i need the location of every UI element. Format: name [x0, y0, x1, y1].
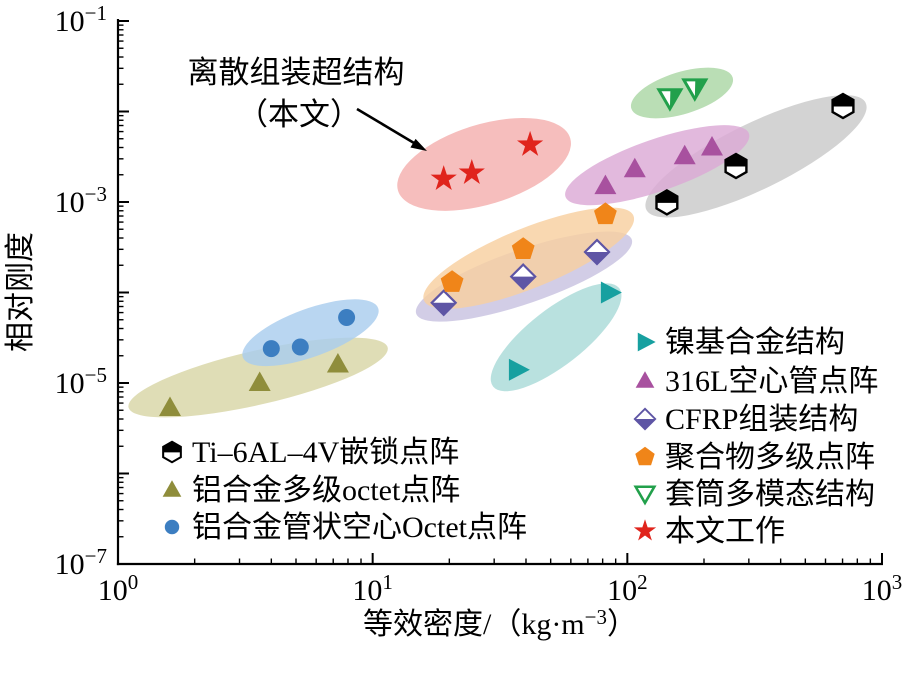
data-point-sleeve-multimodal-structure — [656, 88, 684, 112]
cluster-ellipse-this-work — [397, 117, 571, 211]
x-tick-label: 100 — [98, 570, 139, 607]
legend-label-ti64-interlocking-lattice: Ti–6AL–4V嵌锁点阵 — [192, 436, 459, 469]
legend-item-nickel-alloy-structure: 镍基合金结构 — [637, 326, 845, 359]
legend-item-this-work: 本文工作 — [633, 515, 785, 548]
legend-label-sleeve-multimodal-structure: 套筒多模态结构 — [665, 478, 875, 511]
legend-item-sleeve-multimodal-structure: 套筒多模态结构 — [633, 478, 875, 511]
data-point-nickel-alloy-structure — [600, 281, 622, 304]
data-point-ti64-interlocking-lattice — [724, 152, 748, 180]
annotation-line1: 离散组装超结构 — [188, 55, 405, 90]
data-point-this-work — [458, 159, 485, 184]
annotation: 离散组装超结构 （本文） — [188, 55, 427, 151]
data-point-polymer-hierarchical-lattice — [440, 270, 464, 292]
data-point-ti64-interlocking-lattice — [655, 189, 679, 216]
legend-item-polymer-hierarchical-lattice: 聚合物多级点阵 — [635, 441, 875, 474]
annotation-line2: （本文） — [237, 97, 361, 132]
legend-marker-polymer-hierarchical-lattice — [635, 446, 655, 466]
data-point-al-tube-octet-lattice — [291, 338, 309, 356]
data-point-al-octet-lattice — [326, 353, 349, 373]
legend-marker-al-octet-lattice — [162, 480, 182, 497]
legend-label-nickel-alloy-structure: 镍基合金结构 — [665, 326, 845, 359]
annotation-arrow-head — [410, 138, 427, 151]
x-tick-label: 101 — [352, 570, 393, 607]
data-point-316l-hollow-tube-lattice — [594, 174, 617, 195]
data-point-this-work — [516, 130, 544, 156]
data-point-al-tube-octet-lattice — [262, 340, 280, 358]
legend-item-316l-hollow-tube-lattice: 316L空心管点阵 — [635, 365, 878, 398]
data-point-polymer-hierarchical-lattice — [594, 202, 617, 225]
cluster-ellipse-nickel-alloy-structure — [490, 283, 622, 392]
legend-marker-ti64-interlocking-lattice — [162, 440, 182, 464]
data-points — [159, 78, 855, 416]
data-point-316l-hollow-tube-lattice — [673, 144, 696, 165]
x-axis-title: 等效密度/（kg·m−3） — [363, 605, 637, 641]
data-point-cfrp-assembled-structure — [430, 289, 458, 317]
legend-label-cfrp-assembled-structure: CFRP组装结构 — [665, 403, 858, 436]
legend-item-cfrp-assembled-structure: CFRP组装结构 — [633, 403, 858, 436]
data-point-316l-hollow-tube-lattice — [623, 157, 646, 178]
data-point-polymer-hierarchical-lattice — [511, 237, 535, 259]
cluster-ellipse-sleeve-multimodal-structure — [630, 67, 734, 119]
legend-right: 镍基合金结构 316L空心管点阵 CFRP组装结构聚合物多级点阵套筒多模态结构本文工… — [633, 326, 878, 548]
x-tick-label: 103 — [862, 570, 903, 607]
legend-marker-316l-hollow-tube-lattice — [635, 371, 655, 388]
legend-item-ti64-interlocking-lattice: Ti–6AL–4V嵌锁点阵 — [162, 436, 459, 469]
y-tick-label: 10−1 — [55, 1, 107, 38]
legend-label-al-octet-lattice: 铝合金多级octet点阵 — [192, 474, 460, 507]
legend-marker-sleeve-multimodal-structure — [633, 485, 657, 506]
legend-marker-nickel-alloy-structure — [637, 332, 656, 352]
y-tick-label: 10−5 — [55, 363, 107, 400]
data-point-al-tube-octet-lattice — [338, 309, 356, 326]
data-point-cfrp-assembled-structure — [509, 263, 537, 291]
legend-marker-this-work — [633, 519, 657, 541]
data-point-al-octet-lattice — [248, 371, 271, 391]
cluster-ellipse-ti64-interlocking-lattice — [645, 95, 867, 218]
legend-marker-al-tube-octet-lattice — [164, 519, 180, 535]
x-tick-label: 102 — [607, 570, 648, 607]
legend-label-al-tube-octet-lattice: 铝合金管状空心Octet点阵 — [192, 511, 527, 544]
legend-marker-cfrp-assembled-structure — [633, 407, 657, 431]
data-point-nickel-alloy-structure — [508, 358, 530, 381]
legend-item-al-octet-lattice: 铝合金多级octet点阵 — [162, 474, 460, 507]
data-point-ti64-interlocking-lattice — [831, 92, 855, 120]
y-tick-label: 10−3 — [55, 182, 107, 219]
legend-label-316l-hollow-tube-lattice: 316L空心管点阵 — [665, 365, 878, 398]
annotation-arrow-line — [356, 107, 415, 145]
data-point-al-octet-lattice — [159, 396, 181, 416]
legend-item-al-tube-octet-lattice: 铝合金管状空心Octet点阵 — [164, 511, 527, 544]
data-point-this-work — [430, 165, 457, 191]
data-point-316l-hollow-tube-lattice — [701, 136, 723, 156]
data-point-cfrp-assembled-structure — [583, 238, 611, 266]
y-axis-title: 相对刚度 — [4, 232, 37, 352]
legend-label-polymer-hierarchical-lattice: 聚合物多级点阵 — [665, 441, 875, 474]
legend-label-this-work: 本文工作 — [665, 515, 785, 548]
data-point-sleeve-multimodal-structure — [681, 78, 709, 102]
